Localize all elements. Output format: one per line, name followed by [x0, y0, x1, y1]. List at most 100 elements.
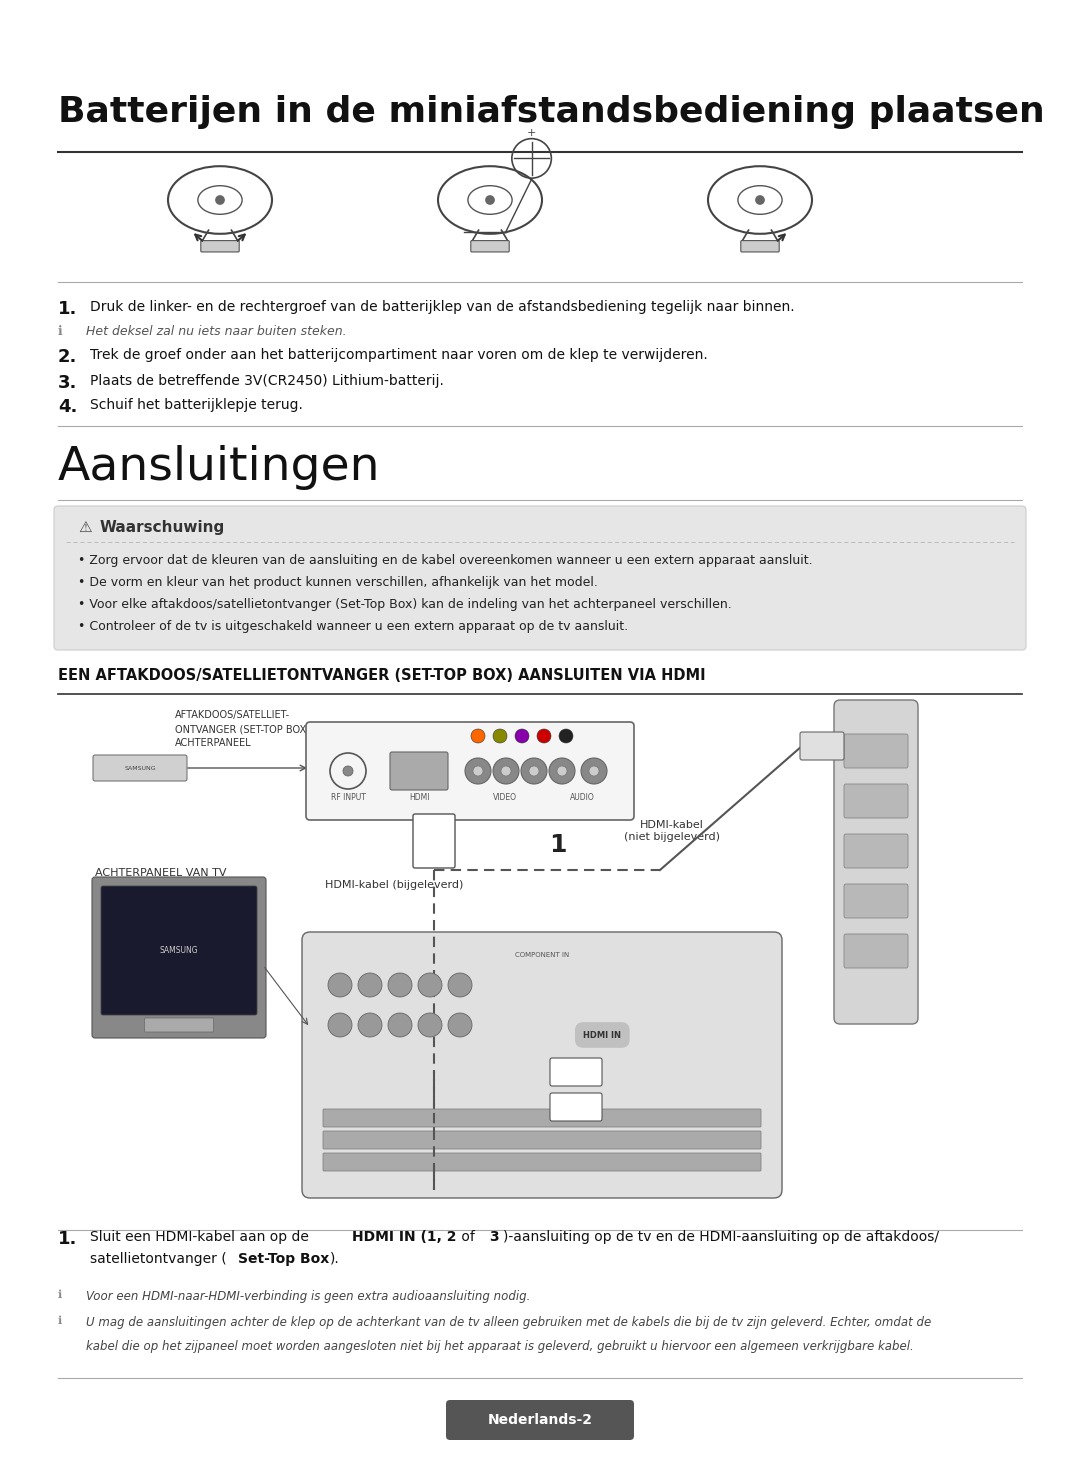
Circle shape	[529, 766, 539, 777]
Circle shape	[357, 974, 382, 997]
FancyBboxPatch shape	[550, 1058, 602, 1086]
FancyBboxPatch shape	[843, 834, 908, 868]
Circle shape	[418, 1014, 442, 1037]
Circle shape	[471, 729, 485, 742]
Text: Voor een HDMI-naar-HDMI-verbinding is geen extra audioaansluiting nodig.: Voor een HDMI-naar-HDMI-verbinding is ge…	[86, 1289, 530, 1303]
Text: • De vorm en kleur van het product kunnen verschillen, afhankelijk van het model: • De vorm en kleur van het product kunne…	[78, 576, 598, 588]
Text: ℹ: ℹ	[58, 1316, 63, 1326]
Circle shape	[216, 196, 225, 205]
Circle shape	[357, 1014, 382, 1037]
FancyBboxPatch shape	[800, 732, 843, 760]
FancyBboxPatch shape	[550, 1094, 602, 1120]
FancyBboxPatch shape	[843, 934, 908, 968]
Circle shape	[473, 766, 483, 777]
Circle shape	[343, 766, 353, 777]
FancyBboxPatch shape	[843, 734, 908, 768]
FancyBboxPatch shape	[390, 751, 448, 790]
Text: COMPONENT IN: COMPONENT IN	[515, 951, 569, 957]
Circle shape	[756, 196, 765, 205]
Text: SAMSUNG: SAMSUNG	[124, 766, 156, 771]
Circle shape	[328, 1014, 352, 1037]
Circle shape	[492, 729, 507, 742]
FancyBboxPatch shape	[323, 1131, 761, 1149]
Text: Druk de linker- en de rechtergroef van de batterijklep van de afstandsbediening : Druk de linker- en de rechtergroef van d…	[90, 299, 795, 314]
Text: HDMI IN (1, 2: HDMI IN (1, 2	[352, 1230, 457, 1243]
Text: AFTAKDOOS/SATELLIET-: AFTAKDOOS/SATELLIET-	[175, 710, 291, 720]
FancyBboxPatch shape	[413, 814, 455, 868]
Text: )-aansluiting op de tv en de HDMI-aansluiting op de aftakdoos/: )-aansluiting op de tv en de HDMI-aanslu…	[503, 1230, 939, 1243]
Text: satellietontvanger (: satellietontvanger (	[90, 1252, 227, 1266]
Text: Schuif het batterijklepje terug.: Schuif het batterijklepje terug.	[90, 399, 302, 412]
Text: 3.: 3.	[58, 373, 78, 393]
Text: • Controleer of de tv is uitgeschakeld wanneer u een extern apparaat op de tv aa: • Controleer of de tv is uitgeschakeld w…	[78, 619, 629, 633]
Circle shape	[581, 757, 607, 784]
Circle shape	[418, 974, 442, 997]
Text: VIDEO: VIDEO	[492, 793, 517, 802]
Text: 3: 3	[489, 1230, 499, 1243]
FancyBboxPatch shape	[843, 883, 908, 917]
Text: U mag de aansluitingen achter de klep op de achterkant van de tv alleen gebruike: U mag de aansluitingen achter de klep op…	[86, 1316, 931, 1329]
Circle shape	[465, 757, 491, 784]
Text: AUDIO: AUDIO	[569, 793, 594, 802]
Text: RF INPUT: RF INPUT	[330, 793, 365, 802]
FancyBboxPatch shape	[54, 505, 1026, 651]
FancyBboxPatch shape	[302, 932, 782, 1197]
Text: ACHTERPANEEL VAN TV: ACHTERPANEEL VAN TV	[95, 868, 227, 877]
Text: Het deksel zal nu iets naar buiten steken.: Het deksel zal nu iets naar buiten steke…	[86, 325, 347, 338]
Text: ℹ: ℹ	[58, 1289, 63, 1300]
Text: • Zorg ervoor dat de kleuren van de aansluiting en de kabel overeenkomen wanneer: • Zorg ervoor dat de kleuren van de aans…	[78, 554, 812, 568]
Circle shape	[328, 974, 352, 997]
Text: of: of	[457, 1230, 480, 1243]
Circle shape	[557, 766, 567, 777]
Text: +: +	[527, 129, 537, 138]
FancyBboxPatch shape	[843, 784, 908, 818]
Circle shape	[515, 729, 529, 742]
Text: ℹ: ℹ	[58, 325, 63, 338]
Circle shape	[492, 757, 519, 784]
Text: Set-Top Box: Set-Top Box	[238, 1252, 329, 1266]
Text: EEN AFTAKDOOS/SATELLIETONTVANGER (SET-TOP BOX) AANSLUITEN VIA HDMI: EEN AFTAKDOOS/SATELLIETONTVANGER (SET-TO…	[58, 668, 705, 683]
Text: ).: ).	[330, 1252, 340, 1266]
Text: 1: 1	[550, 833, 567, 857]
FancyBboxPatch shape	[741, 240, 779, 252]
Text: HDMI: HDMI	[409, 793, 430, 802]
FancyBboxPatch shape	[323, 1153, 761, 1171]
Text: Sluit een HDMI-kabel aan op de: Sluit een HDMI-kabel aan op de	[90, 1230, 316, 1243]
Text: ONTVANGER (SET-TOP BOX): ONTVANGER (SET-TOP BOX)	[175, 725, 310, 734]
Circle shape	[589, 766, 599, 777]
Text: SAMSUNG: SAMSUNG	[160, 946, 199, 954]
Circle shape	[501, 766, 511, 777]
FancyBboxPatch shape	[834, 700, 918, 1024]
Text: HDMI-kabel
(niet bijgeleverd): HDMI-kabel (niet bijgeleverd)	[624, 820, 720, 842]
Text: 2.: 2.	[58, 348, 78, 366]
Text: HDMI IN: HDMI IN	[583, 1030, 621, 1039]
Text: ACHTERPANEEL: ACHTERPANEEL	[175, 738, 252, 748]
FancyBboxPatch shape	[201, 240, 239, 252]
Text: 1.: 1.	[58, 299, 78, 319]
FancyBboxPatch shape	[92, 877, 266, 1037]
Circle shape	[448, 1014, 472, 1037]
Text: Aansluitingen: Aansluitingen	[58, 445, 380, 491]
Circle shape	[388, 1014, 411, 1037]
Text: 1.: 1.	[58, 1230, 78, 1248]
Circle shape	[448, 974, 472, 997]
Text: Trek de groef onder aan het batterijcompartiment naar voren om de klep te verwij: Trek de groef onder aan het batterijcomp…	[90, 348, 707, 362]
Text: ⚠: ⚠	[78, 520, 92, 535]
Text: 4.: 4.	[58, 399, 78, 416]
FancyBboxPatch shape	[471, 240, 509, 252]
Text: kabel die op het zijpaneel moet worden aangesloten niet bij het apparaat is gele: kabel die op het zijpaneel moet worden a…	[86, 1340, 914, 1353]
Text: Waarschuwing: Waarschuwing	[100, 520, 226, 535]
FancyBboxPatch shape	[93, 754, 187, 781]
Circle shape	[559, 729, 573, 742]
FancyBboxPatch shape	[306, 722, 634, 820]
Circle shape	[537, 729, 551, 742]
Circle shape	[549, 757, 575, 784]
FancyBboxPatch shape	[446, 1400, 634, 1441]
Text: Plaats de betreffende 3V(CR2450) Lithium-batterij.: Plaats de betreffende 3V(CR2450) Lithium…	[90, 373, 444, 388]
Text: Batterijen in de miniafstandsbediening plaatsen: Batterijen in de miniafstandsbediening p…	[58, 95, 1044, 129]
Circle shape	[388, 974, 411, 997]
FancyBboxPatch shape	[145, 1018, 214, 1031]
FancyBboxPatch shape	[102, 886, 257, 1015]
Text: HDMI-kabel (bijgeleverd): HDMI-kabel (bijgeleverd)	[325, 880, 463, 891]
Circle shape	[486, 196, 495, 205]
